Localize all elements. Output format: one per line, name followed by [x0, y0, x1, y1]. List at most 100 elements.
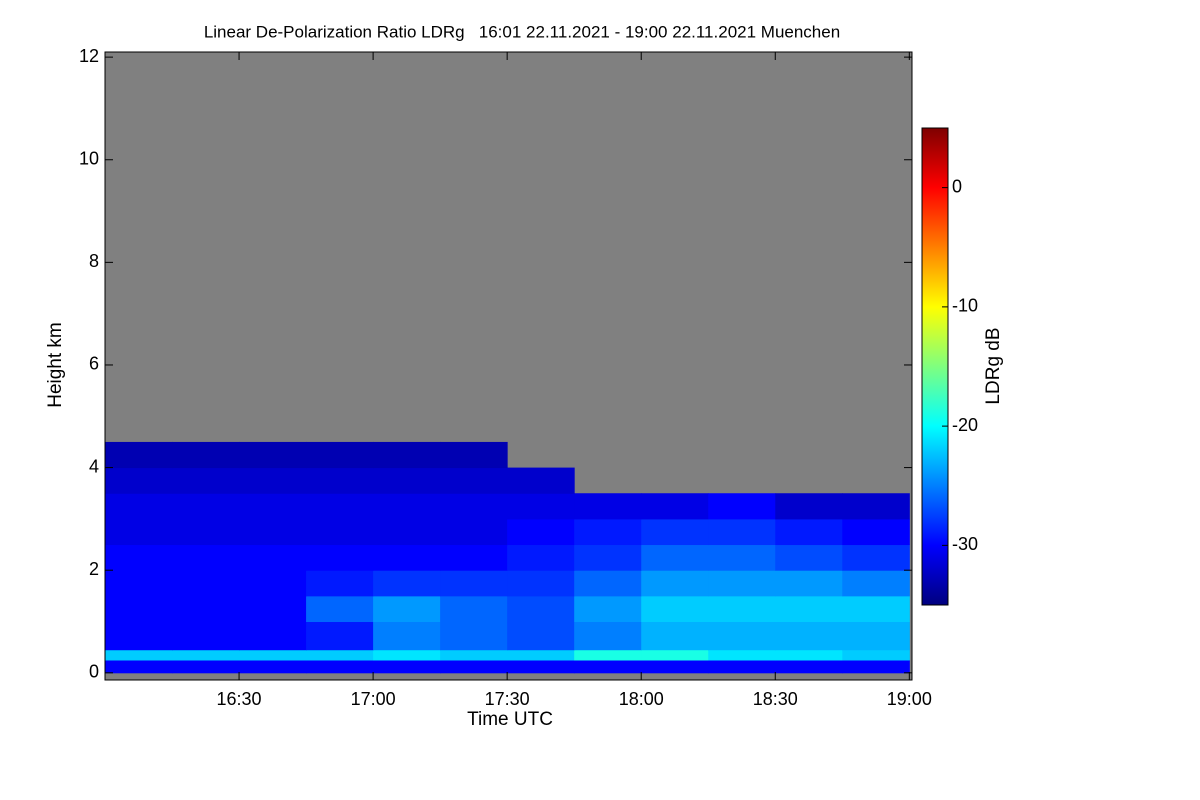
y-tick-label: 6 [89, 354, 99, 374]
heatmap-cell [708, 649, 776, 661]
heatmap-cell [507, 659, 575, 674]
heatmap-cell [641, 649, 709, 661]
heatmap-cell [373, 441, 441, 469]
heatmap-cell [172, 544, 240, 571]
heatmap-cell [775, 544, 843, 571]
colorbar-tick-label: -10 [952, 296, 978, 316]
heatmap-cell [105, 659, 173, 674]
heatmap-cell [507, 518, 575, 546]
heatmap-cell [172, 595, 240, 623]
heatmap-cell [708, 493, 776, 520]
x-axis-label: Time UTC [467, 709, 553, 730]
heatmap-cell [574, 570, 642, 597]
heatmap-cell [641, 621, 709, 651]
heatmap-cell [172, 467, 240, 494]
heatmap-cell [641, 595, 709, 623]
heatmap-cell [172, 649, 240, 661]
heatmap-cell [641, 518, 709, 546]
heatmap-cell [172, 441, 240, 469]
colorbar-label: LDRg dB [983, 327, 1004, 404]
heatmap-cell [306, 493, 374, 520]
heatmap-cell [842, 518, 910, 546]
heatmap-cell [306, 441, 374, 469]
heatmap-cell [306, 659, 374, 674]
heatmap-cell [507, 649, 575, 661]
heatmap-cell [373, 518, 441, 546]
heatmap-cell [641, 570, 709, 597]
heatmap-cell [306, 518, 374, 546]
heatmap-cell [306, 467, 374, 494]
heatmap-cell [507, 493, 575, 520]
x-tick-label: 18:00 [619, 689, 664, 709]
heatmap-cell [775, 659, 843, 674]
heatmap-cell [641, 493, 709, 520]
heatmap-cell [775, 570, 843, 597]
heatmap-cell [440, 649, 508, 661]
heatmap-cell [842, 544, 910, 571]
heatmap-cell [775, 595, 843, 623]
heatmap-cell [306, 595, 374, 623]
heatmap-cell [440, 441, 508, 469]
heatmap-cell [239, 441, 307, 469]
chart-title: Linear De-Polarization Ratio LDRg 16:01 … [204, 22, 840, 41]
heatmap-cell [842, 649, 910, 661]
heatmap-cell [172, 493, 240, 520]
heatmap-cell [172, 518, 240, 546]
heatmap-cell [842, 595, 910, 623]
heatmap-cell [105, 621, 173, 651]
heatmap-cell [105, 441, 173, 469]
heatmap-cell [708, 659, 776, 674]
colorbar-tick-label: -20 [952, 415, 978, 435]
heatmap-cell [373, 570, 441, 597]
heatmap-cell [507, 595, 575, 623]
heatmap-cell [239, 544, 307, 571]
heatmap-cell [574, 621, 642, 651]
heatmap-cell [239, 649, 307, 661]
heatmap-cell [574, 518, 642, 546]
heatmap-cell [708, 518, 776, 546]
heatmap-cell [105, 570, 173, 597]
heatmap-cell [708, 570, 776, 597]
heatmap-cell [440, 621, 508, 651]
heatmap-cell [507, 570, 575, 597]
heatmap-cell [105, 467, 173, 494]
heatmap-cell [574, 649, 642, 661]
heatmap-cell [373, 621, 441, 651]
heatmap-cell [239, 570, 307, 597]
heatmap-cell [306, 621, 374, 651]
heatmap-cell [708, 544, 776, 571]
y-tick-label: 12 [79, 46, 99, 66]
x-tick-label: 17:00 [351, 689, 396, 709]
y-tick-label: 4 [89, 456, 99, 476]
heatmap-cell [105, 493, 173, 520]
heatmap-cell [775, 649, 843, 661]
colorbar-tick-label: 0 [952, 176, 962, 196]
heatmap-cell [708, 595, 776, 623]
y-tick-label: 8 [89, 251, 99, 271]
heatmap-cell [239, 659, 307, 674]
heatmap-cell [172, 621, 240, 651]
heatmap-cell [373, 467, 441, 494]
heatmap-cell [239, 595, 307, 623]
heatmap-cell [105, 518, 173, 546]
heatmap-cell [775, 518, 843, 546]
heatmap-cell [440, 518, 508, 546]
heatmap-cell [842, 621, 910, 651]
x-tick-label: 17:30 [485, 689, 530, 709]
heatmap-cell [507, 544, 575, 571]
heatmap-cell [440, 544, 508, 571]
heatmap-cell [641, 544, 709, 571]
heatmap-cell [239, 493, 307, 520]
heatmap-cell [708, 621, 776, 651]
heatmap-cell [440, 493, 508, 520]
heatmap-cell [306, 544, 374, 571]
heatmap-cell [440, 659, 508, 674]
heatmap-cell [373, 493, 441, 520]
x-tick-label: 18:30 [753, 689, 798, 709]
heatmap-cell [239, 621, 307, 651]
y-tick-label: 0 [89, 662, 99, 682]
x-tick-label: 16:30 [217, 689, 262, 709]
heatmap-cell [306, 649, 374, 661]
heatmap-cell [842, 659, 910, 674]
